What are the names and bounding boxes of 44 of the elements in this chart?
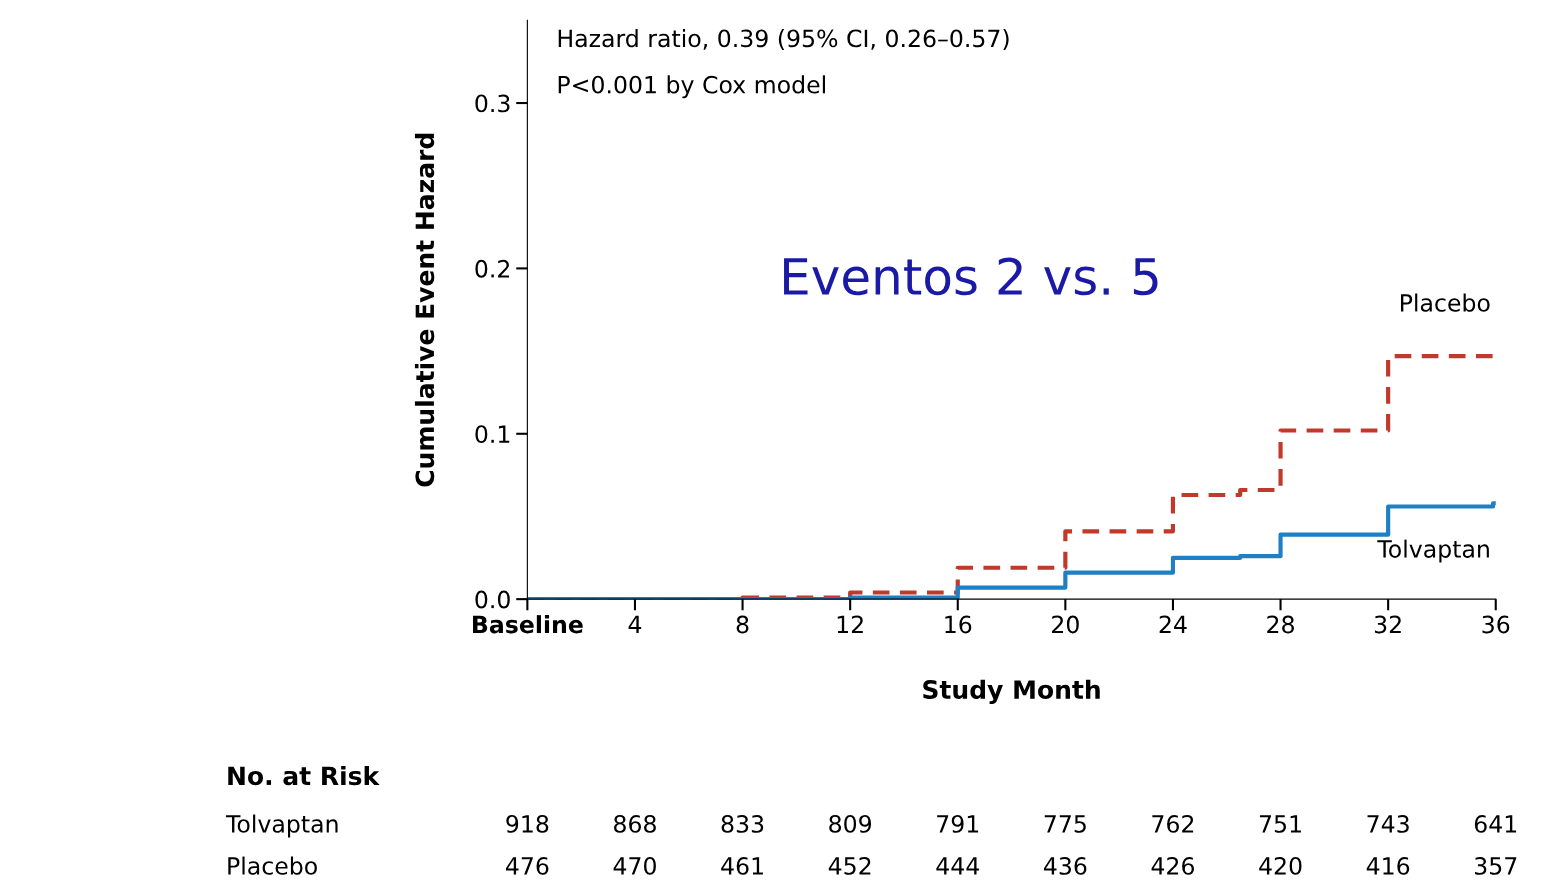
text: 436 (1043, 856, 1087, 875)
text: 743 (1367, 814, 1409, 833)
series-label: Placebo (1401, 293, 1490, 312)
text: 476 (505, 856, 549, 875)
text: 470 (613, 856, 656, 875)
text: 762 (1152, 814, 1194, 833)
x-tick-label: 8 (736, 615, 749, 634)
x-tick-label: 32 (1374, 615, 1401, 634)
x-tick-label: 16 (945, 615, 972, 634)
text: Placebo (228, 856, 317, 875)
text: 357 (1475, 856, 1517, 875)
series-label: Tolvaptan (1377, 539, 1489, 563)
text: 420 (1259, 856, 1302, 875)
text: 641 (1474, 814, 1517, 833)
y-tick-label: 0.1 (475, 425, 510, 444)
text: 426 (1151, 856, 1194, 875)
text: 918 (506, 814, 549, 833)
y-tick-label: 0.0 (475, 590, 510, 609)
annotation: P<0.001 by Cox model (558, 75, 825, 99)
annotation: Hazard ratio, 0.39 (95% CI, 0.26–0.57) (558, 29, 1009, 51)
text: 751 (1259, 815, 1301, 833)
text: Tolvaptan (225, 814, 338, 838)
x-axis-title: Study Month (923, 679, 1100, 705)
x-tick-label: 24 (1159, 615, 1187, 634)
text: 809 (829, 814, 872, 833)
text: 775 (1044, 815, 1086, 833)
text: 444 (936, 857, 979, 875)
text: 461 (721, 856, 763, 875)
text: 833 (721, 814, 764, 833)
y-tick-label: 0.3 (475, 94, 510, 113)
x-tick-label: 4 (628, 615, 642, 634)
text: 868 (614, 814, 656, 833)
y-axis-title: Cumulative Event Hazard (414, 133, 435, 487)
x-tick-label: 12 (837, 615, 863, 634)
x-tick-label: 36 (1482, 615, 1510, 634)
x-tick-label: Baseline (473, 615, 583, 634)
text: No. at Risk (228, 765, 380, 786)
text: 452 (828, 856, 871, 875)
text: 791 (937, 814, 979, 833)
x-tick-label: 20 (1052, 615, 1079, 634)
y-tick-label: 0.2 (475, 259, 510, 278)
text: 416 (1366, 856, 1410, 875)
annotation: Eventos 2 vs. 5 (784, 257, 1158, 296)
x-tick-label: 28 (1267, 615, 1294, 634)
